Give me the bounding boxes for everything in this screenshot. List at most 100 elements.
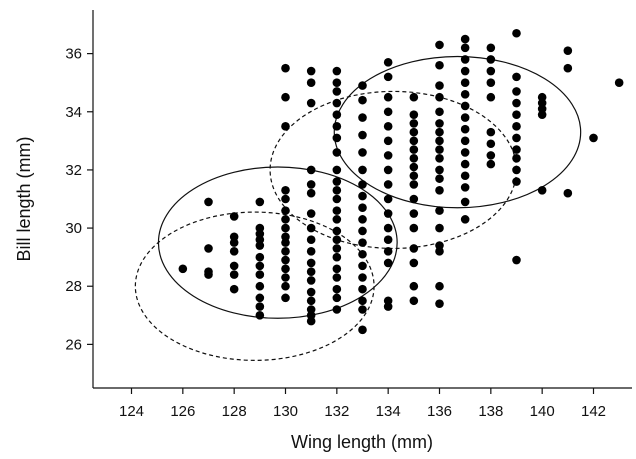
data-point: [409, 162, 419, 172]
data-point: [486, 43, 496, 53]
data-point: [281, 273, 290, 282]
data-point: [486, 55, 496, 64]
data-point: [512, 255, 521, 265]
data-point: [332, 252, 342, 262]
data-point: [358, 113, 367, 122]
data-point: [409, 258, 419, 268]
data-point: [383, 223, 393, 233]
data-point: [281, 122, 290, 131]
data-point: [358, 165, 367, 175]
data-point: [409, 209, 419, 218]
data-point: [358, 191, 367, 201]
data-point: [460, 124, 470, 134]
data-point: [204, 270, 213, 279]
data-point: [383, 92, 393, 102]
data-point: [306, 78, 316, 87]
data-point: [332, 122, 342, 131]
data-point: [358, 203, 367, 213]
data-point: [409, 110, 419, 119]
data-point: [409, 136, 419, 146]
x-tick-label: 134: [376, 403, 401, 420]
data-point: [460, 183, 470, 192]
data-point: [486, 66, 496, 76]
y-tick-label: 32: [65, 162, 82, 179]
y-tick-label: 34: [65, 104, 82, 121]
data-point: [512, 177, 521, 186]
data-point: [537, 185, 547, 195]
x-tick-label: 142: [581, 403, 606, 420]
data-point: [383, 136, 393, 146]
data-point: [358, 226, 367, 236]
data-point: [281, 92, 290, 102]
data-point: [460, 34, 470, 44]
data-point: [512, 133, 521, 143]
data-point: [255, 197, 265, 207]
x-tick-label: 138: [478, 403, 503, 420]
data-point: [383, 107, 393, 117]
data-point: [486, 92, 496, 102]
data-point: [512, 28, 521, 38]
data-point: [332, 305, 342, 314]
data-point: [435, 299, 444, 308]
data-point: [306, 180, 316, 189]
data-point: [306, 66, 316, 76]
data-point: [460, 113, 470, 122]
data-point: [281, 215, 290, 224]
data-point: [512, 110, 521, 119]
data-point: [332, 235, 342, 245]
data-point: [512, 153, 521, 163]
data-point: [332, 284, 342, 294]
data-point: [460, 159, 470, 169]
data-point: [460, 90, 470, 99]
data-point: [229, 261, 239, 271]
data-point: [409, 92, 419, 102]
data-point: [460, 215, 470, 224]
data-point: [383, 122, 393, 131]
data-point: [409, 281, 419, 291]
data-point: [383, 180, 393, 189]
data-point: [589, 133, 598, 143]
data-point: [563, 63, 573, 73]
data-point: [332, 185, 342, 195]
data-point: [435, 145, 444, 154]
x-tick-label: 130: [273, 403, 298, 420]
data-point: [332, 98, 342, 108]
tick-marks: [87, 53, 595, 394]
data-point: [383, 258, 393, 268]
data-point: [563, 46, 573, 56]
y-tick-label: 36: [65, 46, 82, 63]
data-point: [383, 72, 393, 82]
data-point: [229, 238, 239, 247]
data-point: [435, 92, 444, 102]
data-point: [383, 235, 393, 245]
data-point: [435, 165, 444, 175]
data-point: [486, 78, 496, 87]
data-point: [383, 151, 393, 160]
data-point: [281, 281, 290, 291]
data-point: [358, 284, 367, 294]
data-point: [255, 302, 265, 311]
data-point: [229, 212, 239, 221]
data-point: [358, 305, 367, 314]
data-point: [332, 226, 342, 236]
ellipse-dashed-1: [134, 211, 375, 361]
data-point: [383, 165, 393, 175]
data-point: [255, 281, 265, 291]
data-point: [306, 287, 316, 297]
data-point: [435, 81, 444, 90]
data-point: [358, 180, 367, 189]
data-point: [460, 171, 470, 181]
data-point: [460, 66, 470, 76]
data-point: [512, 145, 521, 154]
data-point: [358, 249, 367, 259]
data-point: [435, 107, 444, 117]
data-point: [306, 188, 316, 198]
ellipse-solid-2: [333, 55, 582, 209]
data-point: [383, 194, 393, 204]
data-point: [306, 209, 316, 218]
data-point: [486, 127, 496, 137]
data-point: [409, 296, 419, 306]
data-point: [358, 130, 367, 140]
data-point: [435, 127, 444, 137]
